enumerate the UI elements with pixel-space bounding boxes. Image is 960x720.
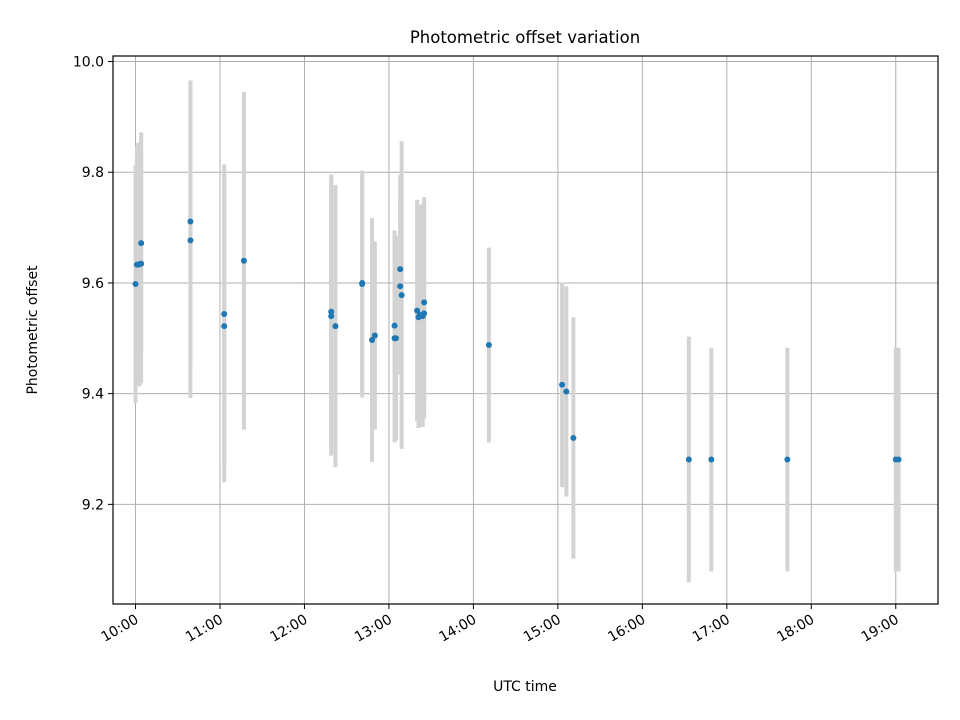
data-point bbox=[414, 307, 421, 314]
data-point bbox=[221, 310, 228, 317]
y-tick-label: 10.0 bbox=[73, 55, 104, 71]
data-point bbox=[397, 266, 404, 273]
data-point bbox=[221, 323, 228, 330]
data-point bbox=[240, 257, 247, 264]
data-point bbox=[685, 456, 692, 463]
chart-title: Photometric offset variation bbox=[410, 28, 640, 47]
data-point bbox=[328, 308, 335, 315]
data-point bbox=[138, 240, 145, 247]
data-point bbox=[359, 281, 366, 288]
y-axis-ticks: 9.2 9.4 9.6 9.8 10.0 bbox=[73, 55, 113, 513]
data-point bbox=[332, 323, 339, 330]
data-point bbox=[328, 313, 335, 320]
data-point bbox=[138, 260, 145, 267]
data-point bbox=[570, 434, 577, 441]
data-point bbox=[397, 283, 404, 290]
data-point bbox=[559, 381, 566, 388]
x-axis-label: UTC time bbox=[493, 679, 557, 695]
data-point bbox=[391, 322, 398, 329]
data-point bbox=[392, 335, 399, 342]
data-point bbox=[187, 218, 194, 225]
data-point bbox=[421, 299, 428, 306]
data-point bbox=[485, 341, 492, 348]
y-tick-label: 9.2 bbox=[82, 497, 104, 513]
y-axis-label: Photometric offset bbox=[25, 265, 41, 395]
data-points bbox=[132, 218, 902, 463]
data-point bbox=[369, 336, 376, 343]
y-tick-label: 9.8 bbox=[82, 165, 104, 181]
y-tick-label: 9.4 bbox=[82, 387, 104, 403]
data-point bbox=[132, 281, 139, 288]
data-point bbox=[371, 332, 378, 339]
data-point bbox=[421, 310, 428, 317]
data-point bbox=[398, 292, 405, 299]
data-point bbox=[895, 456, 902, 463]
data-point bbox=[708, 456, 715, 463]
data-point bbox=[784, 456, 791, 463]
grid-lines bbox=[113, 56, 938, 604]
data-point bbox=[563, 388, 570, 395]
y-tick-label: 9.6 bbox=[82, 276, 104, 292]
plot-frame bbox=[112, 55, 939, 605]
data-point bbox=[187, 237, 194, 244]
